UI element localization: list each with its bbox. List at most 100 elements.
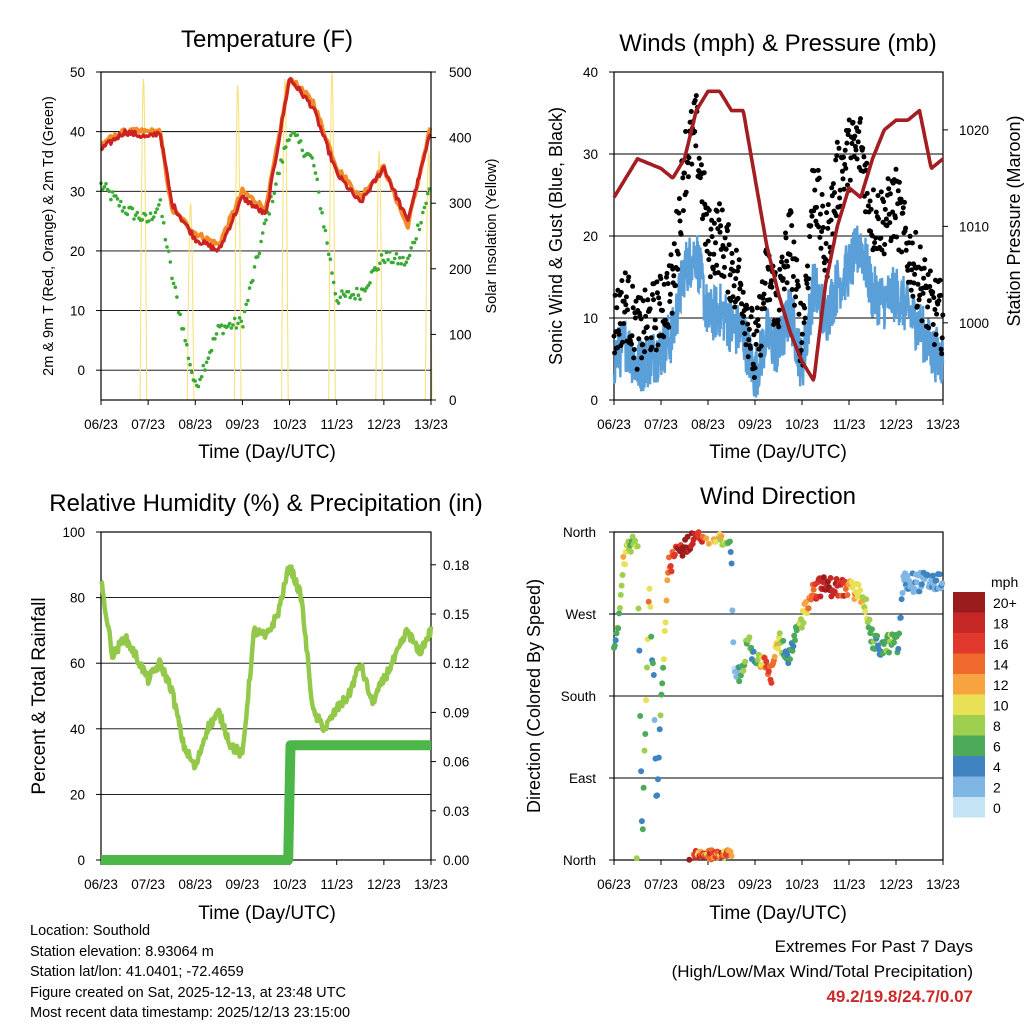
dewpoint-point [392,256,397,261]
gust-point [651,297,656,303]
wind-direction-point [641,747,648,754]
gust-point [938,292,944,298]
dewpoint-point [313,171,318,175]
wind-direction-point [615,625,622,632]
gust-point [743,342,749,348]
wind-direction-point [651,717,658,723]
gust-point [784,280,790,286]
wind-direction-point [886,649,892,656]
gust-point [693,143,699,149]
gust-point [900,210,906,216]
gust-point [676,210,682,216]
y-tick-label: 30 [70,184,85,199]
y2-tick-label: 0.06 [443,755,469,770]
dewpoint-point [239,319,244,324]
gust-point [842,147,848,153]
dewpoint-point [181,327,186,331]
gust-point [824,210,830,216]
wind-direction-point [639,826,646,833]
dewpoint-point [419,220,423,225]
x-tick-label: 13/23 [414,417,448,432]
y2-tick-label: 300 [449,196,472,211]
gust-point [661,281,667,287]
dewpoint-point [351,292,356,297]
gust-point [879,247,885,253]
gust-point [733,276,739,282]
y2-tick-label: 0.00 [443,853,469,868]
y-tick-label: 0 [77,853,85,868]
gust-point [664,270,670,276]
gust-point [647,306,653,312]
gust-point [649,344,655,350]
info-location: Location: Southold [30,923,151,939]
dewpoint-point [209,348,214,353]
wind-direction-point [803,610,810,617]
y-tick-label: 30 [583,147,598,162]
gust-point [837,195,843,201]
dewpoint-point [336,301,341,305]
gust-point [830,181,836,187]
dewpoint-point [368,281,372,285]
colorbar-label: 18 [993,616,1009,632]
dewpoint-point [143,213,148,217]
gust-point [834,139,840,145]
gust-point [934,311,940,317]
wind-direction-point [640,784,647,791]
gust-point [732,304,738,310]
gust-point [920,290,926,296]
gust-point [621,321,627,327]
gust-point [808,223,814,229]
gust-point [714,262,720,268]
gust-point [675,266,681,272]
wind-direction-point [896,630,903,637]
gust-point [642,349,647,355]
x-tick-label: 06/23 [84,877,118,892]
dewpoint-point [358,297,362,302]
gust-point [626,274,632,280]
wind-direction-point [617,591,624,598]
gust-point [740,289,746,295]
gust-point [629,341,634,347]
gust-point [783,230,788,236]
gust-point [708,226,714,232]
x-tick-label: 12/23 [879,417,913,432]
gust-point [872,240,878,246]
gust-point [678,231,684,237]
wind-direction-point [647,603,654,610]
colorbar-swatch [953,735,985,756]
gust-point [841,186,847,192]
dewpoint-point [114,194,118,198]
gust-point [709,234,715,240]
station-pressure-line [612,89,945,382]
dewpoint-point [246,298,250,303]
gust-point [745,321,751,327]
gust-point [726,222,731,228]
gust-point [704,211,709,217]
wind-direction-point [638,768,645,775]
gust-point [643,313,649,319]
gust-point [754,305,760,311]
gust-point [910,293,916,299]
wind-direction-point [712,538,719,545]
gust-point [776,324,782,330]
gust-point [878,235,884,241]
sonic-wind-line [612,225,945,398]
gust-point [846,128,852,133]
solar-insolation-spike [328,71,336,401]
gust-point [937,277,943,283]
gust-point [858,116,863,122]
extremes-box: Extremes For Past 7 Days (High/Low/Max W… [672,934,973,1009]
y2-tick-label: 1020 [959,123,989,138]
y-tick-label: 10 [583,311,598,326]
gust-point [707,251,713,257]
gust-point [641,329,647,335]
wind-direction-point [750,648,757,655]
wind-direction-point [763,658,770,665]
wind-direction-point [895,645,902,652]
dewpoint-point [100,187,105,192]
gust-point [823,256,828,262]
wind-direction-point [664,577,671,584]
dewpoint-point [402,263,407,267]
gust-point [612,292,618,298]
gust-point [639,355,645,361]
